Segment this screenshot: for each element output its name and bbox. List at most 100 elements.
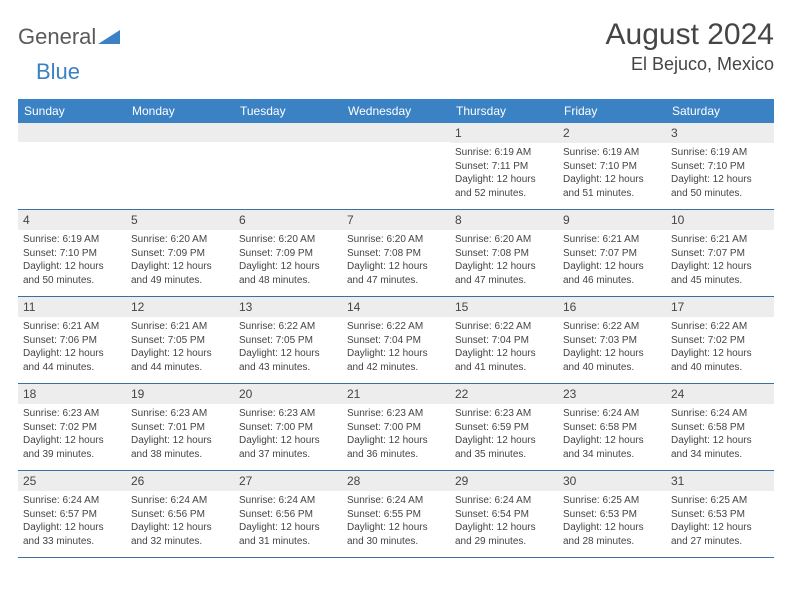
sunrise-text: Sunrise: 6:23 AM	[455, 407, 553, 421]
title-block: August 2024 El Bejuco, Mexico	[606, 18, 774, 75]
sunrise-text: Sunrise: 6:24 AM	[23, 494, 121, 508]
day-number: 5	[126, 210, 234, 230]
sunrise-text: Sunrise: 6:23 AM	[23, 407, 121, 421]
day-number: 9	[558, 210, 666, 230]
sunset-text: Sunset: 6:58 PM	[563, 421, 661, 435]
logo-text-general: General	[18, 24, 96, 50]
day-content: Sunrise: 6:22 AMSunset: 7:04 PMDaylight:…	[450, 317, 558, 378]
day-number: 27	[234, 471, 342, 491]
week-row: 4Sunrise: 6:19 AMSunset: 7:10 PMDaylight…	[18, 210, 774, 297]
day-content: Sunrise: 6:24 AMSunset: 6:58 PMDaylight:…	[666, 404, 774, 465]
day-number: 26	[126, 471, 234, 491]
daylight-text: Daylight: 12 hours and 31 minutes.	[239, 521, 337, 548]
day-cell: 7Sunrise: 6:20 AMSunset: 7:08 PMDaylight…	[342, 210, 450, 296]
sunrise-text: Sunrise: 6:21 AM	[563, 233, 661, 247]
day-number: 25	[18, 471, 126, 491]
day-number: 21	[342, 384, 450, 404]
sunrise-text: Sunrise: 6:22 AM	[563, 320, 661, 334]
sunrise-text: Sunrise: 6:25 AM	[671, 494, 769, 508]
day-cell: 13Sunrise: 6:22 AMSunset: 7:05 PMDayligh…	[234, 297, 342, 383]
day-content: Sunrise: 6:22 AMSunset: 7:03 PMDaylight:…	[558, 317, 666, 378]
day-content: Sunrise: 6:21 AMSunset: 7:07 PMDaylight:…	[558, 230, 666, 291]
sunset-text: Sunset: 6:58 PM	[671, 421, 769, 435]
sunset-text: Sunset: 7:09 PM	[239, 247, 337, 261]
sunrise-text: Sunrise: 6:22 AM	[455, 320, 553, 334]
day-number: 8	[450, 210, 558, 230]
day-cell: 18Sunrise: 6:23 AMSunset: 7:02 PMDayligh…	[18, 384, 126, 470]
sunset-text: Sunset: 6:59 PM	[455, 421, 553, 435]
day-cell: 19Sunrise: 6:23 AMSunset: 7:01 PMDayligh…	[126, 384, 234, 470]
day-cell: 16Sunrise: 6:22 AMSunset: 7:03 PMDayligh…	[558, 297, 666, 383]
day-number: 7	[342, 210, 450, 230]
weekday-header: Tuesday	[234, 99, 342, 123]
day-content: Sunrise: 6:23 AMSunset: 7:00 PMDaylight:…	[342, 404, 450, 465]
day-number: 28	[342, 471, 450, 491]
day-cell: 24Sunrise: 6:24 AMSunset: 6:58 PMDayligh…	[666, 384, 774, 470]
daylight-text: Daylight: 12 hours and 49 minutes.	[131, 260, 229, 287]
daylight-text: Daylight: 12 hours and 44 minutes.	[131, 347, 229, 374]
day-number	[342, 123, 450, 142]
daylight-text: Daylight: 12 hours and 44 minutes.	[23, 347, 121, 374]
daylight-text: Daylight: 12 hours and 41 minutes.	[455, 347, 553, 374]
day-cell	[234, 123, 342, 209]
day-content: Sunrise: 6:21 AMSunset: 7:06 PMDaylight:…	[18, 317, 126, 378]
day-content: Sunrise: 6:24 AMSunset: 6:58 PMDaylight:…	[558, 404, 666, 465]
day-number: 24	[666, 384, 774, 404]
day-cell: 4Sunrise: 6:19 AMSunset: 7:10 PMDaylight…	[18, 210, 126, 296]
day-content: Sunrise: 6:21 AMSunset: 7:05 PMDaylight:…	[126, 317, 234, 378]
daylight-text: Daylight: 12 hours and 34 minutes.	[671, 434, 769, 461]
logo-text-blue: Blue	[18, 59, 80, 85]
sunrise-text: Sunrise: 6:24 AM	[671, 407, 769, 421]
sunset-text: Sunset: 7:04 PM	[455, 334, 553, 348]
day-content: Sunrise: 6:23 AMSunset: 7:00 PMDaylight:…	[234, 404, 342, 465]
day-cell: 2Sunrise: 6:19 AMSunset: 7:10 PMDaylight…	[558, 123, 666, 209]
sunset-text: Sunset: 7:04 PM	[347, 334, 445, 348]
day-number: 22	[450, 384, 558, 404]
daylight-text: Daylight: 12 hours and 47 minutes.	[455, 260, 553, 287]
day-number: 10	[666, 210, 774, 230]
sunrise-text: Sunrise: 6:20 AM	[347, 233, 445, 247]
day-cell: 6Sunrise: 6:20 AMSunset: 7:09 PMDaylight…	[234, 210, 342, 296]
daylight-text: Daylight: 12 hours and 47 minutes.	[347, 260, 445, 287]
daylight-text: Daylight: 12 hours and 33 minutes.	[23, 521, 121, 548]
day-number: 30	[558, 471, 666, 491]
sunrise-text: Sunrise: 6:24 AM	[563, 407, 661, 421]
sunset-text: Sunset: 6:57 PM	[23, 508, 121, 522]
day-content: Sunrise: 6:24 AMSunset: 6:57 PMDaylight:…	[18, 491, 126, 552]
sunset-text: Sunset: 7:10 PM	[563, 160, 661, 174]
sunrise-text: Sunrise: 6:21 AM	[131, 320, 229, 334]
daylight-text: Daylight: 12 hours and 40 minutes.	[563, 347, 661, 374]
logo-triangle-icon	[98, 30, 120, 46]
daylight-text: Daylight: 12 hours and 43 minutes.	[239, 347, 337, 374]
sunset-text: Sunset: 7:05 PM	[131, 334, 229, 348]
day-number: 15	[450, 297, 558, 317]
day-number: 13	[234, 297, 342, 317]
week-row: 1Sunrise: 6:19 AMSunset: 7:11 PMDaylight…	[18, 123, 774, 210]
weekday-header: Monday	[126, 99, 234, 123]
day-cell: 9Sunrise: 6:21 AMSunset: 7:07 PMDaylight…	[558, 210, 666, 296]
day-number: 18	[18, 384, 126, 404]
day-number: 31	[666, 471, 774, 491]
day-content: Sunrise: 6:24 AMSunset: 6:56 PMDaylight:…	[234, 491, 342, 552]
week-row: 18Sunrise: 6:23 AMSunset: 7:02 PMDayligh…	[18, 384, 774, 471]
sunset-text: Sunset: 7:05 PM	[239, 334, 337, 348]
sunset-text: Sunset: 7:02 PM	[671, 334, 769, 348]
day-content: Sunrise: 6:20 AMSunset: 7:08 PMDaylight:…	[342, 230, 450, 291]
day-number	[18, 123, 126, 142]
day-content: Sunrise: 6:24 AMSunset: 6:54 PMDaylight:…	[450, 491, 558, 552]
daylight-text: Daylight: 12 hours and 34 minutes.	[563, 434, 661, 461]
day-number: 23	[558, 384, 666, 404]
sunrise-text: Sunrise: 6:24 AM	[239, 494, 337, 508]
day-content: Sunrise: 6:23 AMSunset: 6:59 PMDaylight:…	[450, 404, 558, 465]
day-cell: 11Sunrise: 6:21 AMSunset: 7:06 PMDayligh…	[18, 297, 126, 383]
day-content: Sunrise: 6:19 AMSunset: 7:11 PMDaylight:…	[450, 143, 558, 204]
daylight-text: Daylight: 12 hours and 45 minutes.	[671, 260, 769, 287]
sunset-text: Sunset: 6:53 PM	[671, 508, 769, 522]
weekday-header-row: Sunday Monday Tuesday Wednesday Thursday…	[18, 99, 774, 123]
daylight-text: Daylight: 12 hours and 37 minutes.	[239, 434, 337, 461]
day-number: 16	[558, 297, 666, 317]
day-content: Sunrise: 6:23 AMSunset: 7:01 PMDaylight:…	[126, 404, 234, 465]
sunrise-text: Sunrise: 6:25 AM	[563, 494, 661, 508]
day-cell: 14Sunrise: 6:22 AMSunset: 7:04 PMDayligh…	[342, 297, 450, 383]
sunrise-text: Sunrise: 6:20 AM	[131, 233, 229, 247]
